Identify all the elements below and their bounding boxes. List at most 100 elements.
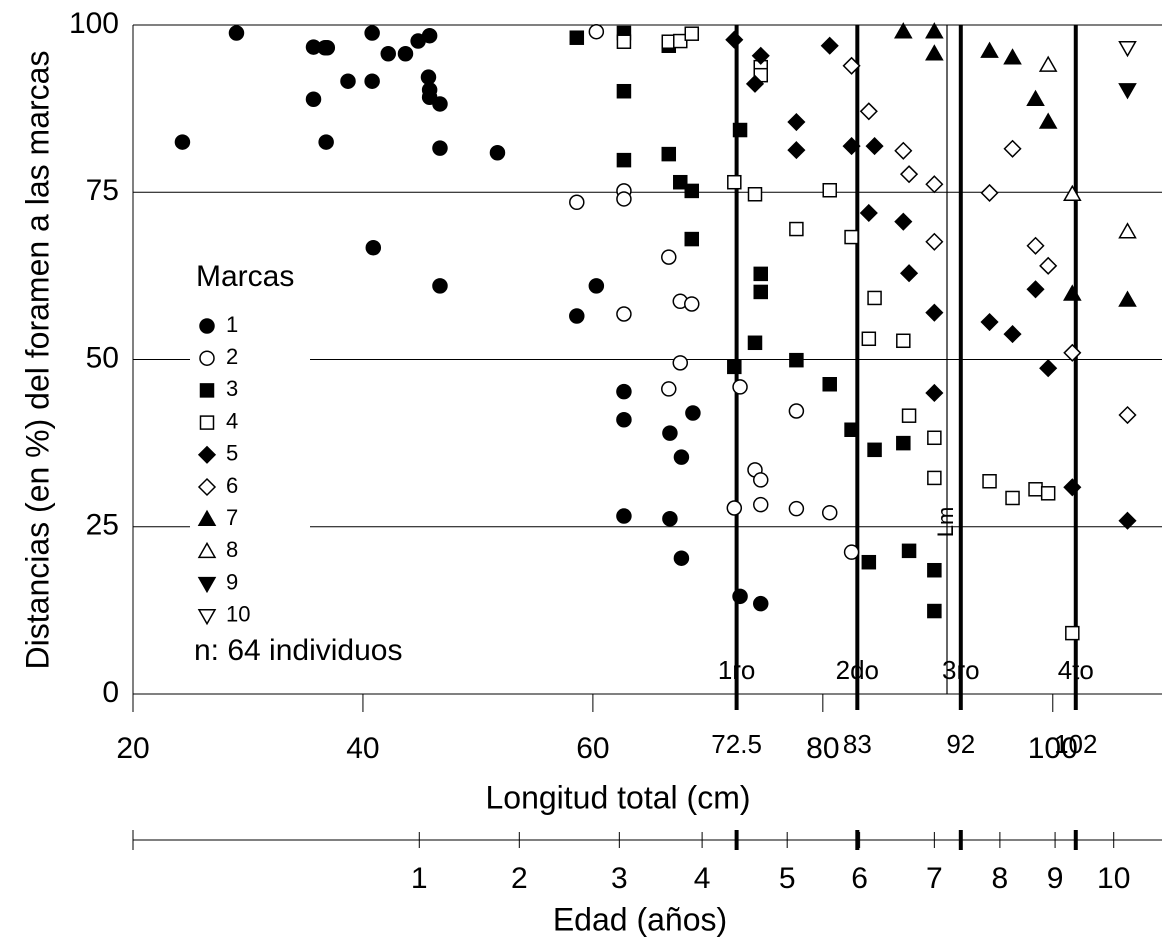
- age-tick-label: 2: [511, 862, 528, 895]
- x-tick-label: 100: [1028, 732, 1078, 765]
- point: [865, 137, 884, 156]
- point: [820, 36, 839, 55]
- point: [569, 194, 585, 211]
- point: [420, 69, 437, 85]
- point: [822, 182, 837, 198]
- point: [980, 183, 999, 202]
- point: [662, 510, 678, 527]
- x-tick-label: 40: [346, 732, 379, 765]
- reference-label: 3ro: [942, 655, 980, 685]
- age-tick-label: 3: [611, 862, 628, 895]
- x-axis-title: Longitud total (cm): [485, 779, 750, 815]
- legend-label: 3: [226, 376, 238, 401]
- legend-label: 1: [226, 312, 238, 337]
- point: [1039, 359, 1058, 378]
- point: [319, 39, 336, 56]
- y-tick-label: 50: [86, 341, 119, 374]
- point: [752, 472, 769, 488]
- point: [432, 96, 448, 112]
- legend-title: Marcas: [196, 260, 294, 293]
- point: [1118, 83, 1137, 100]
- point: [684, 26, 700, 41]
- point: [900, 264, 919, 283]
- point: [1003, 139, 1022, 158]
- legend-marker: [199, 415, 215, 430]
- legend-label: 6: [226, 473, 238, 498]
- point: [927, 562, 942, 578]
- legend-marker: [197, 609, 217, 626]
- point: [752, 595, 769, 612]
- point: [1040, 486, 1056, 501]
- point: [901, 408, 917, 423]
- reference-label: 4to: [1058, 655, 1094, 685]
- point: [861, 331, 877, 347]
- point: [661, 146, 677, 162]
- point: [673, 33, 688, 49]
- point: [364, 73, 380, 89]
- legend-marker: [197, 445, 217, 464]
- point: [753, 266, 768, 282]
- point: [616, 411, 632, 428]
- point: [1118, 40, 1137, 58]
- point: [788, 403, 805, 419]
- point: [489, 145, 506, 161]
- point: [925, 175, 944, 194]
- point: [1039, 256, 1058, 275]
- legend-label: 9: [226, 569, 238, 594]
- reference-label: 1ro: [718, 655, 756, 685]
- point: [980, 312, 999, 332]
- point: [844, 422, 859, 437]
- point: [927, 470, 942, 486]
- point: [789, 221, 804, 237]
- point: [661, 381, 677, 397]
- point: [397, 46, 414, 62]
- point: [861, 554, 877, 570]
- y-tick-label: 75: [86, 174, 119, 207]
- point: [753, 284, 768, 300]
- point: [1063, 478, 1082, 497]
- point: [732, 379, 748, 395]
- y-axis-title: Distancias (en %) del foramen a las marc…: [19, 51, 55, 670]
- point: [747, 187, 763, 202]
- legend-marker: [197, 477, 217, 497]
- point: [727, 174, 742, 190]
- point: [982, 474, 997, 489]
- point: [900, 165, 919, 184]
- point: [616, 191, 632, 207]
- point: [894, 141, 913, 160]
- point: [1038, 112, 1058, 129]
- point: [732, 122, 748, 138]
- point: [569, 308, 585, 324]
- age-tick-label: 7: [926, 862, 943, 895]
- point: [569, 30, 585, 45]
- point: [684, 231, 700, 247]
- point: [673, 449, 690, 465]
- point: [925, 303, 944, 322]
- point: [789, 352, 804, 368]
- point: [616, 83, 632, 99]
- point: [1026, 236, 1045, 255]
- point: [732, 588, 748, 605]
- point: [588, 23, 605, 40]
- point: [980, 41, 999, 58]
- point: [432, 140, 448, 156]
- x-tick-label: 60: [576, 732, 609, 765]
- age-tick-label: 8: [992, 862, 1009, 895]
- point: [867, 290, 882, 306]
- point: [421, 27, 438, 44]
- point: [1118, 290, 1137, 307]
- point: [901, 543, 917, 559]
- point: [896, 333, 911, 349]
- y-tick-label: 100: [69, 7, 119, 40]
- x-tick-label: 20: [116, 732, 149, 765]
- point: [822, 377, 837, 392]
- legend-label: 7: [226, 505, 238, 530]
- point: [1063, 343, 1082, 362]
- point: [365, 240, 382, 256]
- point: [745, 74, 765, 93]
- legend-label: 5: [226, 441, 238, 466]
- age-tick-label: 9: [1047, 862, 1064, 895]
- point: [925, 383, 944, 403]
- reference-value: 83: [843, 729, 872, 759]
- age-tick-label: 5: [779, 862, 796, 895]
